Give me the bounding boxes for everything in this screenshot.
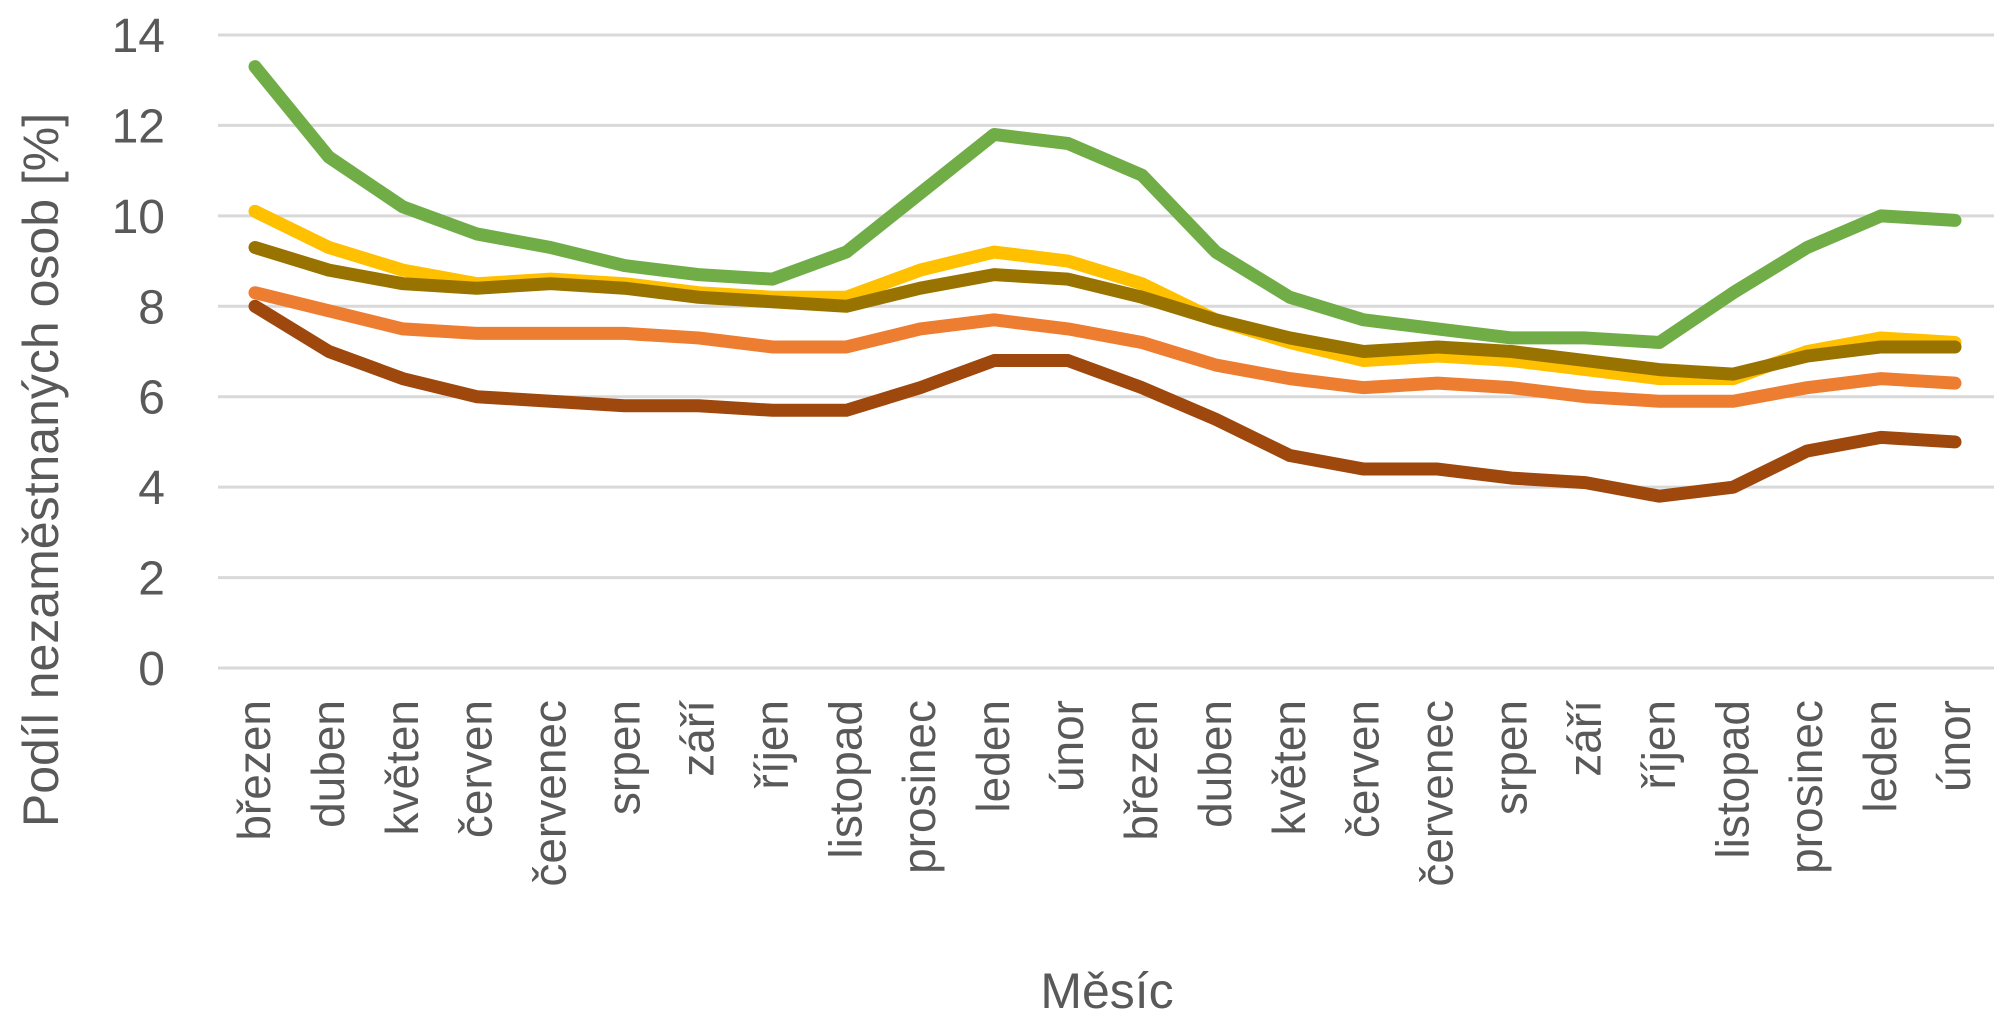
x-tick-label: srpen	[598, 700, 650, 815]
gridlines	[218, 33, 1994, 670]
x-tick-label: červenec	[1411, 700, 1463, 887]
y-tick-label: 2	[138, 553, 165, 606]
x-tick-label: září	[671, 700, 723, 777]
y-axis-ticks: 0 2 4 6 8 10 12 14	[112, 10, 165, 696]
x-tick-label: prosinec	[1780, 700, 1832, 874]
series-line-1	[248, 60, 1962, 349]
x-tick-label: březen	[1115, 700, 1167, 841]
y-tick-label: 6	[138, 372, 165, 425]
x-tick-label: leden	[967, 700, 1019, 813]
x-tick-label: říjen	[1632, 700, 1684, 789]
x-tick-label: září	[1558, 700, 1610, 777]
x-axis-title: Měsíc	[1040, 963, 1173, 1019]
x-tick-label: květen	[376, 700, 428, 836]
y-tick-label: 0	[138, 643, 165, 696]
y-tick-label: 14	[112, 10, 165, 63]
series-line-3	[248, 241, 1962, 381]
y-tick-label: 12	[112, 100, 165, 153]
series-lines	[248, 60, 1962, 503]
y-axis-title: Podíl nezaměstnaných osob [%]	[13, 113, 69, 827]
x-tick-label: únor	[1041, 700, 1093, 792]
x-tick-label: duben	[1189, 700, 1241, 828]
x-tick-label: květen	[1263, 700, 1315, 836]
x-tick-label: srpen	[1485, 700, 1537, 815]
x-tick-label: duben	[302, 700, 354, 828]
x-tick-label: únor	[1928, 700, 1980, 792]
x-tick-label: leden	[1854, 700, 1906, 813]
y-tick-label: 4	[138, 462, 165, 515]
y-tick-label: 8	[138, 281, 165, 334]
y-tick-label: 10	[112, 191, 165, 244]
x-tick-label: červen	[450, 700, 502, 838]
x-tick-label: červenec	[524, 700, 576, 887]
series-line-4	[248, 286, 1962, 408]
series-line-5	[248, 299, 1962, 503]
x-tick-label: listopad	[819, 700, 871, 859]
x-tick-label: březen	[228, 700, 280, 841]
x-tick-label: prosinec	[893, 700, 945, 874]
x-tick-label: listopad	[1706, 700, 1758, 859]
x-tick-label: říjen	[745, 700, 797, 789]
x-tick-label: červen	[1337, 700, 1389, 838]
x-axis-ticks: březen duben květen červen červenec srpen září…	[228, 700, 1980, 887]
